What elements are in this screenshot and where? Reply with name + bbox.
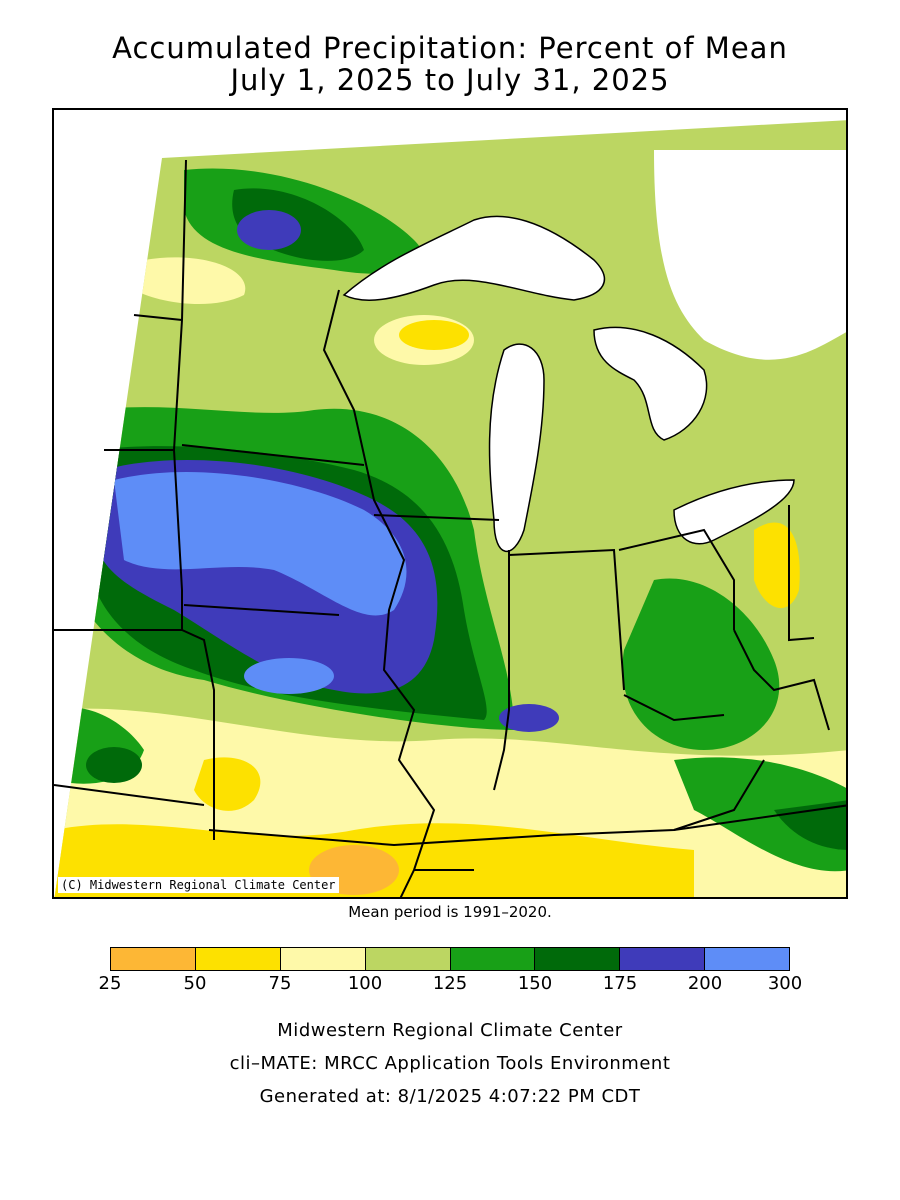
map-copyright: (C) Midwestern Regional Climate Center xyxy=(58,877,339,893)
map-date-range: July 1, 2025 to July 31, 2025 xyxy=(230,63,670,97)
field-175-200-north xyxy=(237,210,301,250)
lake-huron xyxy=(593,326,708,441)
footer-tool: cli–MATE: MRCC Application Tools Environ… xyxy=(229,1053,671,1074)
field-50-75-west xyxy=(194,757,261,811)
legend-swatch-200-300 xyxy=(705,948,789,970)
legend-swatch-125-150 xyxy=(450,948,536,970)
color-legend xyxy=(110,947,790,971)
canada-area xyxy=(654,150,846,360)
legend-tick: 125 xyxy=(432,973,468,994)
field-175-200-indiana xyxy=(499,704,559,732)
legend-tick: 150 xyxy=(517,973,553,994)
lake-erie xyxy=(673,479,795,545)
legend-tick: 200 xyxy=(687,973,723,994)
map-canvas xyxy=(54,120,846,897)
legend-tick: 75 xyxy=(268,973,292,994)
field-125-150-east xyxy=(622,578,780,750)
mean-period-note: Mean period is 1991–2020. xyxy=(348,903,552,921)
precipitation-map: (C) Midwestern Regional Climate Center xyxy=(52,108,848,899)
legend-tick: 175 xyxy=(602,973,638,994)
legend-swatch-175-200 xyxy=(620,948,706,970)
legend-swatch-100-125 xyxy=(365,948,451,970)
map-title: Accumulated Precipitation: Percent of Me… xyxy=(112,31,788,65)
state-borders xyxy=(54,159,846,897)
field-75-100-north xyxy=(134,257,246,305)
field-150-175-west xyxy=(86,747,142,783)
legend-swatch-75-100 xyxy=(280,948,366,970)
field-200-300-missouri xyxy=(244,658,334,694)
legend-tick: 300 xyxy=(767,973,803,994)
legend-tick: 50 xyxy=(183,973,207,994)
legend-tick: 25 xyxy=(98,973,122,994)
lake-michigan xyxy=(488,343,545,552)
legend-swatch-25-50 xyxy=(111,948,196,970)
legend-swatch-150-175 xyxy=(535,948,621,970)
lake-superior xyxy=(342,215,606,301)
field-50-75-wisconsin xyxy=(399,320,469,350)
legend-swatch-50-75 xyxy=(195,948,281,970)
footer-organization: Midwestern Regional Climate Center xyxy=(277,1020,623,1041)
legend-tick: 100 xyxy=(347,973,383,994)
field-125-150-southeast xyxy=(674,757,846,872)
field-200-300-iowa xyxy=(114,471,407,616)
footer-generated: Generated at: 8/1/2025 4:07:22 PM CDT xyxy=(259,1086,641,1107)
